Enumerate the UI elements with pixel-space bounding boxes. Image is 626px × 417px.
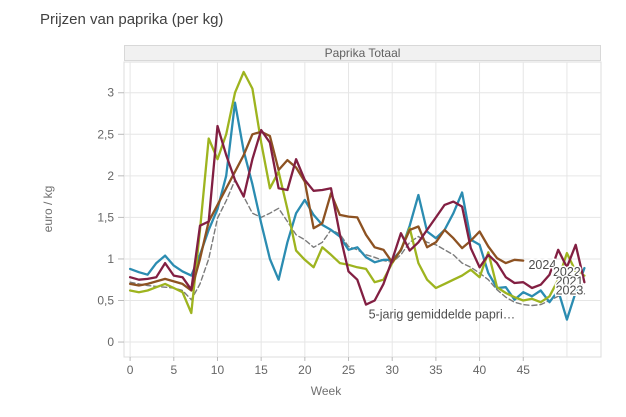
panel-header: Paprika Totaal [124, 45, 601, 61]
y-tick-label: 1 [107, 252, 114, 266]
series-label: 2023 [556, 284, 584, 298]
series-lines [128, 70, 586, 321]
x-tick-label: 0 [127, 363, 134, 377]
x-tick-label: 35 [429, 363, 443, 377]
series-label: 2022 [553, 265, 581, 279]
series-line-5-jarig-gemiddelde-paprika [129, 179, 586, 307]
x-tick-label: 45 [517, 363, 531, 377]
x-tick-label: 5 [170, 363, 177, 377]
x-tick-label: 15 [254, 363, 268, 377]
y-tick-label: 0,5 [97, 293, 114, 307]
series-line-2024 [128, 130, 525, 292]
y-tick-label: 1,5 [97, 210, 114, 224]
plot-area [123, 61, 602, 358]
series-line-2023 [128, 124, 586, 306]
y-tick-label: 0 [107, 335, 114, 349]
page-title: Prijzen van paprika (per kg) [40, 11, 224, 28]
x-tick-label: 10 [211, 363, 225, 377]
series-label: 5-jarig gemiddelde papri… [369, 308, 516, 322]
y-axis-title: euro / kg [41, 186, 55, 233]
series-label: 2024 [528, 258, 556, 272]
y-tick-label: 2 [107, 169, 114, 183]
panel-title: Paprika Totaal [324, 46, 401, 60]
series-line-2021 [128, 70, 586, 315]
x-tick-label: 25 [342, 363, 356, 377]
x-tick-label: 20 [298, 363, 312, 377]
series-label: 2021 [556, 274, 584, 288]
x-tick-label: 40 [473, 363, 487, 377]
plot-background [123, 61, 602, 358]
x-tick-label: 30 [386, 363, 400, 377]
gridlines [124, 62, 601, 357]
y-tick-label: 3 [107, 86, 114, 100]
x-axis-title: Week [311, 384, 342, 398]
axes: 0 5 10 15 20 25 30 35 40 45 0 0,5 1 1,5 2 2,5 3 Week euro … [41, 86, 530, 398]
y-tick-label: 2,5 [97, 127, 114, 141]
